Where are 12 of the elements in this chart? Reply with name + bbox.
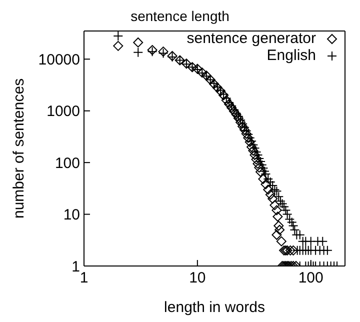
x-tick-label: 10 xyxy=(189,270,206,287)
legend-label: English xyxy=(266,47,316,64)
y-tick-label: 10 xyxy=(63,206,80,224)
y-tick-label: 100 xyxy=(54,154,80,172)
legend-label: sentence generator xyxy=(186,30,316,47)
x-axis-title: length in words xyxy=(164,299,265,316)
y-tick-label: 1000 xyxy=(46,103,80,120)
chart-title: sentence length xyxy=(130,8,230,24)
x-tick-label: 100 xyxy=(298,270,324,287)
y-axis-title: number of sentences xyxy=(10,78,28,218)
y-tick-label: 1 xyxy=(72,258,80,276)
y-tick-label: 10000 xyxy=(38,51,80,68)
